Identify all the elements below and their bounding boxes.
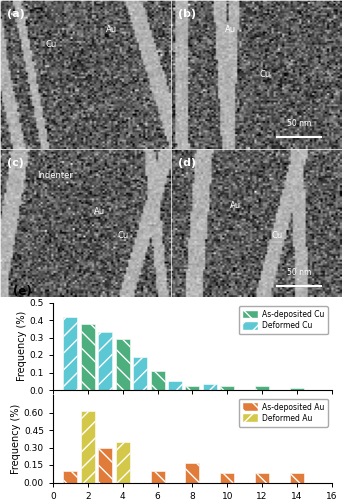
Bar: [81, 412, 95, 482]
Bar: [98, 332, 112, 390]
Text: Cu: Cu: [118, 230, 129, 239]
Bar: [98, 332, 112, 390]
Text: (a): (a): [7, 9, 25, 19]
Bar: [64, 372, 77, 390]
Text: Au: Au: [231, 201, 241, 210]
Bar: [255, 386, 269, 390]
Bar: [64, 316, 77, 390]
Text: Indenter: Indenter: [37, 171, 73, 180]
Legend: As-deposited Au, Deformed Au: As-deposited Au, Deformed Au: [239, 399, 328, 426]
Text: Cu: Cu: [46, 40, 57, 49]
Text: (b): (b): [178, 9, 196, 19]
Bar: [150, 371, 165, 390]
Text: 50 nm: 50 nm: [287, 119, 312, 128]
Bar: [168, 381, 182, 390]
Text: Au: Au: [94, 206, 105, 216]
Bar: [290, 388, 304, 390]
Bar: [98, 448, 112, 482]
Bar: [185, 386, 199, 390]
Text: (e): (e): [13, 285, 31, 298]
Y-axis label: Frequency (%): Frequency (%): [11, 404, 21, 474]
Text: Au: Au: [106, 25, 117, 34]
Text: Cu: Cu: [260, 70, 271, 79]
Legend: As-deposited Cu, Deformed Cu: As-deposited Cu, Deformed Cu: [239, 306, 328, 334]
Bar: [64, 471, 77, 482]
Text: (c): (c): [7, 158, 24, 168]
Bar: [290, 473, 304, 482]
Bar: [116, 442, 130, 482]
Bar: [185, 462, 199, 482]
Bar: [116, 339, 130, 390]
Bar: [203, 384, 217, 390]
Text: Au: Au: [225, 25, 236, 34]
Bar: [220, 386, 234, 390]
Text: Cu: Cu: [272, 230, 282, 239]
Text: 50 nm: 50 nm: [287, 268, 312, 276]
Bar: [255, 473, 269, 482]
Y-axis label: Frequency (%): Frequency (%): [17, 311, 27, 382]
Bar: [150, 471, 165, 482]
Bar: [81, 324, 95, 390]
Text: (d): (d): [178, 158, 196, 168]
Bar: [133, 357, 147, 390]
Bar: [220, 473, 234, 482]
